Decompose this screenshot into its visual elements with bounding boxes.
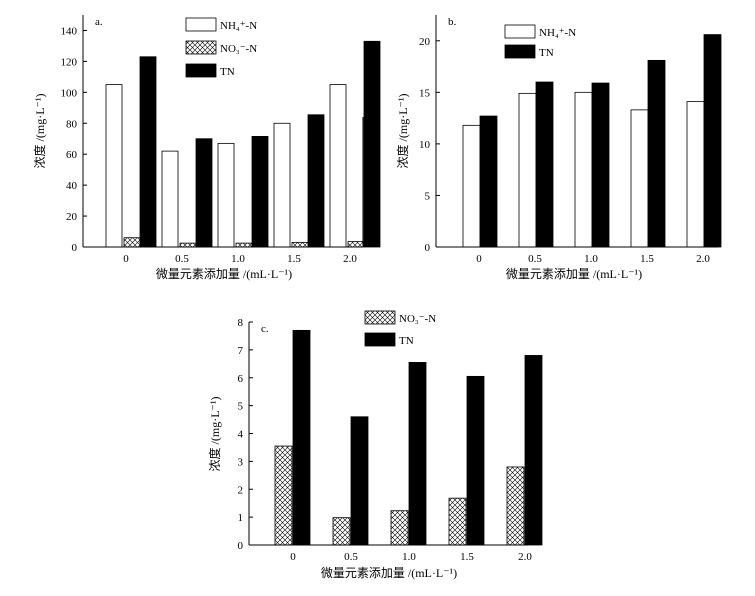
y-tick-label: 120 [61,56,78,68]
bar-nh4-0 [462,124,481,248]
bar-nh4-1.0 [217,142,235,248]
bar-no3-0.5 [179,242,197,248]
x-tick-label: 0.5 [175,253,189,265]
bar-nh4-1.5 [630,109,649,248]
y-tick-label: 2 [238,484,244,496]
x-tick-label: 2.0 [518,551,532,563]
bar-tn-1.5 [466,375,485,546]
x-tick-label: 0 [123,253,129,265]
y-tick-label: 6 [238,373,244,385]
bar-no3-0.5 [332,517,351,546]
y-tick-label: 7 [238,345,244,357]
y-tick-label: 100 [61,87,78,99]
y-tick-label: 20 [66,211,78,223]
legend-swatch-nh4 [185,17,217,32]
x-tick-label: 1.5 [287,253,301,265]
y-tick-label: 40 [66,180,78,192]
y-tick-label: 3 [238,456,244,468]
x-tick-label: 0 [476,253,482,265]
legend-label-nh4: NH₄⁺-N [539,27,576,39]
legend-label-no3: NO₃⁻-N [399,313,436,325]
x-axis-title: 微量元素添加量 /(mL·L⁻¹) [506,267,642,281]
bar-tn-0.5 [195,138,213,248]
x-tick-label: 0.5 [528,253,542,265]
panel-label: c. [261,323,269,335]
bar-tn-1.0 [591,82,610,248]
x-axis-title: 微量元素添加量 /(mL·L⁻¹) [321,566,457,580]
bar-tn-1.5 [307,114,325,248]
legend-swatch-tn [185,63,217,78]
bar-no3-1.0 [390,510,409,546]
panel-c: 0 1 2 3 4 5 6 7 8 0 0.5 1.0 1.5 2.0 c. 浓度 /(mg·L⁻¹) 微量元素… [207,310,543,580]
y-tick-label: 4 [238,429,244,441]
bar-tn-1.5 [647,59,666,248]
legend-swatch-tn [364,332,396,347]
y-tick-label: 10 [419,139,431,151]
y-tick-label: 60 [66,149,78,161]
bar-tn-0.5 [535,81,554,248]
legend-label-tn: TN [399,335,414,347]
bar-tn-0.5 [350,416,369,546]
legend-label-nh4: NH₄⁺-N [220,20,257,32]
bar-nh4-0.5 [518,92,537,248]
bar-tn-2.0 [524,355,543,546]
y-axis-title: 浓度 /(mg·L⁻¹) [32,94,47,169]
bar-tn-1.0 [251,136,269,248]
bar-tn-2.0 [363,40,381,248]
panel-label: a. [95,16,103,28]
bar-no3-0 [274,445,293,546]
bar-nh4-0.5 [161,150,179,248]
legend-label-tn: TN [539,47,554,59]
y-tick-label: 80 [66,118,78,130]
panel-label: b. [448,16,457,28]
x-tick-label: 1.5 [460,551,474,563]
bar-nh4-2.0 [329,84,347,248]
legend-swatch-no3 [185,40,217,55]
y-tick-label: 15 [419,87,431,99]
legend-swatch-tn [504,44,536,59]
x-tick-label: 2.0 [343,253,357,265]
bar-tn-0 [139,56,157,248]
bar-no3-1.5 [291,241,309,248]
x-tick-label: 0.5 [344,551,358,563]
bar-tn-0 [479,115,498,248]
y-tick-label: 20 [419,36,431,48]
y-tick-label: 1 [238,512,244,524]
panel-b: 0 5 10 15 20 0 0.5 1.0 1.5 2.0 b. 浓度 /(mg·L⁻¹) 微量元素添… [395,15,722,281]
bar-nh4-1.5 [273,122,291,248]
x-tick-label: 1.0 [584,253,598,265]
x-axis-title: 微量元素添加量 /(mL·L⁻¹) [156,267,292,281]
bar-no3-0 [123,237,141,248]
y-axis-title: 浓度 /(mg·L⁻¹) [207,397,222,472]
legend-label-tn: TN [220,66,235,78]
legend-swatch-nh4 [504,24,536,39]
y-tick-label: 140 [61,25,78,37]
bar-no3-2.0 [347,241,365,248]
bar-nh4-1.0 [574,91,593,248]
bar-nh4-0 [105,84,123,248]
y-tick-label: 0 [238,540,244,552]
bar-no3-1.5 [448,497,467,546]
x-tick-label: 1.0 [402,551,416,563]
y-tick-label: 0 [425,242,431,254]
bar-no3-1.0 [235,242,253,248]
y-tick-label: 5 [425,190,431,202]
legend-label-no3: NO₃⁻-N [220,43,257,55]
y-tick-label: 8 [238,317,244,329]
x-tick-label: 0 [290,551,296,563]
x-tick-label: 2.0 [696,253,710,265]
legend-swatch-no3 [364,310,396,325]
y-tick-label: 5 [238,401,244,413]
bar-tn-1.0 [408,362,427,546]
y-tick-label: 0 [72,242,78,254]
x-tick-label: 1.5 [640,253,654,265]
bar-no3-2.0 [506,466,525,546]
x-tick-label: 1.0 [231,253,245,265]
bar-nh4-2.0 [686,101,705,248]
bar-tn-0 [292,329,311,546]
y-axis-title: 浓度 /(mg·L⁻¹) [395,94,410,169]
panel-a: 0 20 40 60 80 100 120 140 0 0.5 1.0 1.5 2.0 a. 浓度 /(mg… [32,15,381,281]
